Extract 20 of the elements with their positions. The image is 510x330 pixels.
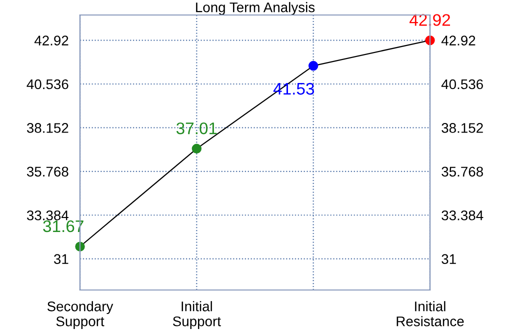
x-tick-label: Initial Support bbox=[172, 301, 221, 330]
y-tick-label: 33.384 bbox=[26, 210, 68, 220]
y-tick-label: 35.768 bbox=[26, 166, 68, 177]
y2-tick-label: 42.92 bbox=[441, 36, 476, 46]
y2-tick-label: 40.536 bbox=[441, 79, 483, 90]
x-tick-label: Initial Resistance bbox=[396, 301, 464, 326]
y2-tick-label: 31 bbox=[442, 254, 456, 264]
data-label: 37.01 bbox=[176, 122, 217, 134]
x-tick-label: Secondary Support bbox=[47, 301, 114, 330]
y2-tick-label: 38.152 bbox=[442, 123, 483, 133]
data-label: 31.67 bbox=[43, 220, 84, 232]
y-tick-label: 40.536 bbox=[26, 79, 68, 90]
chart-title: Long Term Analysis bbox=[196, 2, 315, 15]
point bbox=[192, 144, 202, 154]
y2-tick-label: 33.384 bbox=[442, 210, 484, 220]
y-tick-label: 38.152 bbox=[26, 123, 68, 133]
y-tick-label: 42.92 bbox=[34, 36, 68, 46]
point bbox=[308, 60, 318, 71]
y2-tick-label: 35.768 bbox=[442, 166, 483, 177]
y-tick-label: 31 bbox=[54, 254, 68, 264]
